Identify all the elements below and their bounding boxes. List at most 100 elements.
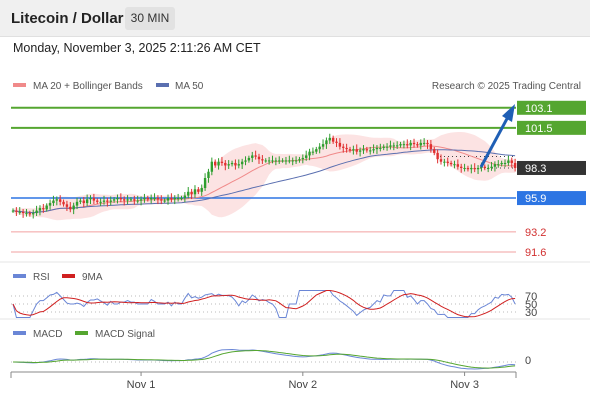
candle-body [207,171,210,178]
candle-body [55,199,59,201]
candle-body [224,162,227,166]
candle-body [395,145,399,147]
candle-body [453,164,456,166]
macd-signal-legend-label: MACD Signal [95,329,155,340]
candle-body [480,166,483,168]
candle-body [99,201,102,203]
candle-body [422,142,426,144]
candle-body [321,144,325,147]
candle-body [180,198,183,200]
candle-body [21,211,25,214]
x-tick-label: Nov 2 [288,379,317,391]
candle-body [510,160,513,163]
candle-body [35,210,38,214]
symbol-title: Litecoin / Dollar [11,10,124,27]
candle-body [513,162,517,168]
candle-body [220,161,224,163]
candle-body [406,144,409,146]
rsi-legend-swatch [13,274,26,278]
candle-body [392,145,396,147]
candle-body [230,162,234,165]
timeframe-button[interactable]: 30 MIN [125,7,175,30]
candle-body [149,198,153,200]
candle-body [75,201,79,206]
candle-body [500,162,503,165]
candle-body [409,142,412,146]
rsi-tick-30: 30 [525,307,537,319]
candle-body [446,161,449,163]
candle-body [429,144,433,150]
candle-body [358,150,362,152]
candle-body [493,164,497,167]
x-tick-label: Nov 1 [127,379,156,391]
candle-body [473,167,476,170]
candle-body [419,142,422,146]
candle-body [116,198,119,200]
candle-body [382,146,385,148]
candle-body [197,189,200,192]
candle-body [96,200,99,202]
candle-body [436,152,439,160]
macd-signal-legend-swatch [75,331,88,335]
last-price-label: 98.3 [525,163,546,175]
candle-body [278,160,281,162]
candle-body [449,162,453,165]
candle-body [52,200,55,204]
candle-body [294,160,298,162]
candle-body [200,188,203,192]
candle-body [456,164,460,167]
candle-body [254,155,257,157]
candle-body [123,199,126,201]
candle-body [203,178,207,189]
level-badge-r2 [517,100,586,115]
candle-body [507,160,510,163]
candle-body [133,199,136,201]
candle-body [385,146,389,148]
datetime-label: Monday, November 3, 2025 2:11:26 AM CET [13,41,261,55]
candle-body [274,160,278,162]
level-badge-pivot [517,191,586,206]
candle-body [129,199,133,201]
candle-body [214,161,217,166]
candle-body [187,191,190,196]
candle-body [38,208,42,211]
candle-body [240,161,244,165]
candle-body [439,159,443,162]
price-level-labels: 103.1 101.5 95.9 93.2 91.6 98.3 [517,100,586,259]
credit-label: Research © 2025 Trading Central [432,81,581,92]
candle-body [372,149,375,151]
candle-body [284,160,288,162]
candle-body [426,142,429,145]
arrow-shaft [479,114,511,168]
x-tick-label: Nov 3 [450,379,479,391]
candle-body [476,167,480,170]
candle-body [257,156,261,160]
candle-body [170,198,173,200]
candle-body [433,149,436,153]
level-badge-r1 [517,120,586,135]
candle-body [291,160,294,162]
candle-body [315,149,318,152]
candle-body [18,211,21,213]
candle-body [92,198,96,201]
candle-body [166,198,170,201]
candle-body [352,149,355,151]
candle-body [375,147,379,150]
candle-body [82,200,85,204]
candle-body [112,199,116,201]
last-price-badge [517,160,586,175]
candle-body [15,210,18,212]
candle-body [72,205,75,210]
candle-body [156,198,160,200]
candle-body [483,166,486,168]
candle-body [48,203,52,206]
rsi-legend-label: RSI [33,272,50,283]
candle-body [369,150,372,152]
candle-body [389,145,392,147]
candle-body [288,160,291,162]
level-label-s2: 91.6 [525,247,546,259]
candle-body [136,200,139,202]
candle-body [173,198,176,200]
ma20-legend-swatch [13,83,26,87]
